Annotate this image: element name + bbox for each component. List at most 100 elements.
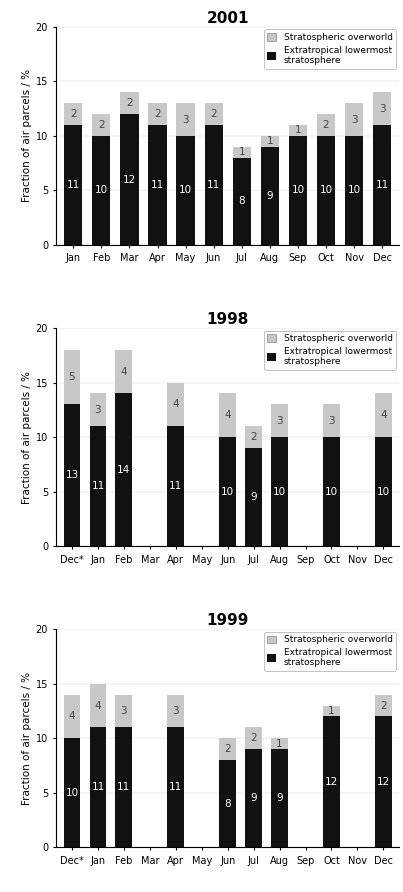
Bar xyxy=(271,437,288,546)
Text: 11: 11 xyxy=(91,782,104,792)
Bar xyxy=(289,125,307,136)
Bar xyxy=(271,739,288,749)
Text: 9: 9 xyxy=(250,492,257,502)
Bar xyxy=(205,125,223,245)
Bar xyxy=(323,437,340,546)
Text: 4: 4 xyxy=(224,410,231,420)
Title: 1998: 1998 xyxy=(206,312,249,326)
Bar xyxy=(245,426,262,448)
Text: 13: 13 xyxy=(65,470,79,480)
Text: 9: 9 xyxy=(250,793,257,804)
Bar xyxy=(167,695,184,727)
Text: 2: 2 xyxy=(154,109,161,119)
Bar xyxy=(115,695,132,727)
Text: 2: 2 xyxy=(250,432,257,442)
Text: 11: 11 xyxy=(169,481,183,491)
Bar xyxy=(115,393,132,546)
Bar xyxy=(375,437,392,546)
Y-axis label: Fraction of air parcels / %: Fraction of air parcels / % xyxy=(21,370,31,504)
Text: 11: 11 xyxy=(376,180,389,190)
Bar xyxy=(89,393,106,426)
Text: 9: 9 xyxy=(276,793,283,804)
Text: 2: 2 xyxy=(323,120,329,130)
Text: 8: 8 xyxy=(224,798,231,809)
Bar xyxy=(120,114,139,245)
Bar xyxy=(64,695,81,739)
Legend: Stratospheric overworld, Extratropical lowermost
stratosphere: Stratospheric overworld, Extratropical l… xyxy=(264,29,396,69)
Bar xyxy=(317,136,335,245)
Text: 1: 1 xyxy=(328,706,335,716)
Text: 8: 8 xyxy=(239,196,245,206)
Title: 1999: 1999 xyxy=(206,613,249,628)
Bar xyxy=(64,350,81,404)
Bar xyxy=(115,350,132,393)
Legend: Stratospheric overworld, Extratropical lowermost
stratosphere: Stratospheric overworld, Extratropical l… xyxy=(264,632,396,671)
Text: 10: 10 xyxy=(325,487,338,497)
Legend: Stratospheric overworld, Extratropical lowermost
stratosphere: Stratospheric overworld, Extratropical l… xyxy=(264,331,396,370)
Bar xyxy=(219,760,236,847)
Text: 3: 3 xyxy=(276,416,283,425)
Text: 3: 3 xyxy=(172,706,179,716)
Bar xyxy=(148,125,166,245)
Bar xyxy=(219,437,236,546)
Bar xyxy=(64,103,82,125)
Bar xyxy=(233,158,251,245)
Bar xyxy=(115,727,132,847)
Text: 1: 1 xyxy=(266,136,273,146)
Bar xyxy=(289,136,307,245)
Bar xyxy=(271,404,288,437)
Text: 2: 2 xyxy=(250,733,257,743)
Text: 12: 12 xyxy=(377,777,390,787)
Text: 10: 10 xyxy=(95,186,108,195)
Text: 10: 10 xyxy=(65,788,79,797)
Text: 10: 10 xyxy=(347,186,361,195)
Bar xyxy=(64,739,81,847)
Text: 2: 2 xyxy=(70,109,77,119)
Bar xyxy=(167,727,184,847)
Bar xyxy=(323,706,340,716)
Bar xyxy=(64,125,82,245)
Text: 2: 2 xyxy=(380,700,387,711)
Text: 11: 11 xyxy=(151,180,164,190)
Text: 11: 11 xyxy=(207,180,220,190)
Bar xyxy=(373,125,391,245)
Text: 12: 12 xyxy=(123,175,136,185)
Text: 3: 3 xyxy=(120,706,127,716)
Text: 10: 10 xyxy=(291,186,304,195)
Text: 10: 10 xyxy=(221,487,234,497)
Bar xyxy=(92,136,110,245)
Bar xyxy=(245,749,262,847)
Text: 4: 4 xyxy=(380,410,387,420)
Text: 10: 10 xyxy=(273,487,286,497)
Text: 2: 2 xyxy=(210,109,217,119)
Bar xyxy=(167,426,184,546)
Text: 3: 3 xyxy=(328,416,335,425)
Text: 11: 11 xyxy=(91,481,104,491)
Bar xyxy=(233,147,251,158)
Bar xyxy=(245,448,262,546)
Text: 3: 3 xyxy=(95,405,101,415)
Bar xyxy=(317,114,335,136)
Bar xyxy=(120,92,139,114)
Text: 1: 1 xyxy=(276,739,283,748)
Bar xyxy=(148,103,166,125)
Text: 11: 11 xyxy=(117,782,131,792)
Bar xyxy=(177,136,195,245)
Bar xyxy=(245,727,262,749)
Bar xyxy=(89,426,106,546)
Text: 2: 2 xyxy=(224,744,231,754)
Bar xyxy=(261,136,279,147)
Text: 10: 10 xyxy=(377,487,390,497)
Text: 9: 9 xyxy=(266,191,273,201)
Bar xyxy=(271,749,288,847)
Text: 1: 1 xyxy=(295,126,301,136)
Text: 3: 3 xyxy=(182,114,189,125)
Text: 4: 4 xyxy=(172,400,179,409)
Bar xyxy=(177,103,195,136)
Text: 3: 3 xyxy=(379,103,385,113)
Text: 10: 10 xyxy=(179,186,192,195)
Text: 4: 4 xyxy=(95,700,101,711)
Bar xyxy=(64,404,81,546)
Bar xyxy=(89,727,106,847)
Text: 11: 11 xyxy=(169,782,183,792)
